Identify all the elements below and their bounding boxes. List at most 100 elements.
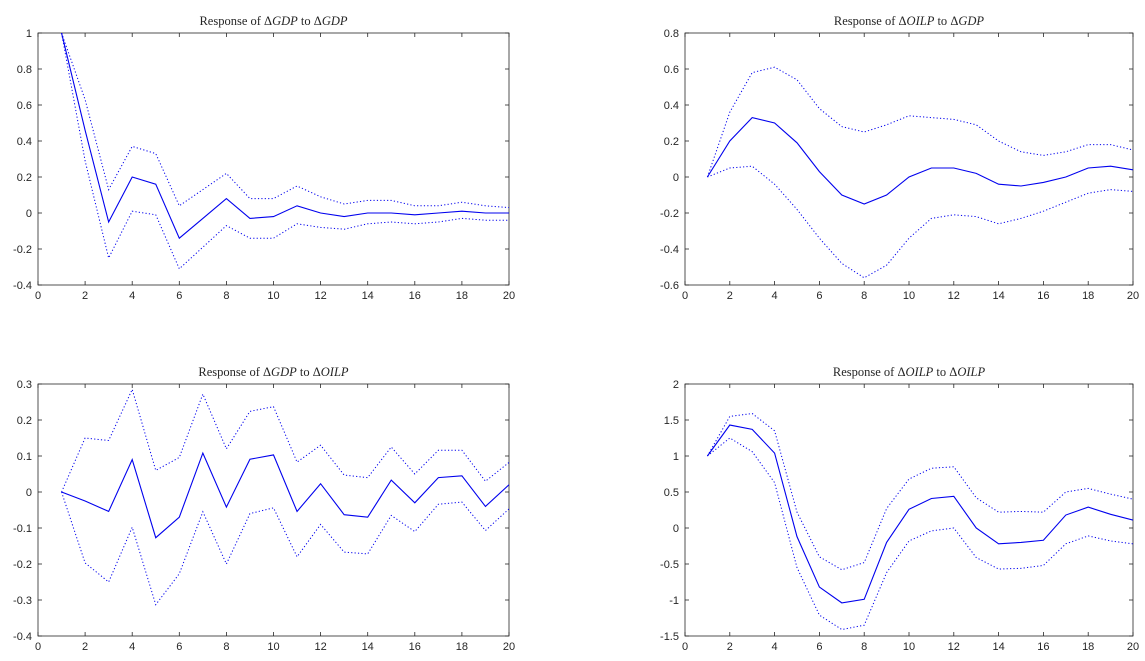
y-tick-label: 0.3	[17, 379, 32, 391]
series-line-confidence-band	[61, 33, 509, 209]
x-tick-label: 20	[503, 290, 515, 302]
y-tick-label: -0.1	[13, 523, 32, 535]
title-variable: GDP	[271, 365, 297, 379]
series-line-confidence-band	[706, 66, 1133, 178]
x-tick-label: 4	[772, 290, 778, 302]
y-tick-label: -0.2	[13, 559, 32, 571]
x-tick-label: 4	[772, 641, 778, 653]
y-tick-label: 2	[673, 379, 679, 391]
y-tick-label: 0.2	[664, 136, 679, 148]
y-tick-label: 0	[26, 487, 32, 499]
x-tick-label: 18	[456, 290, 468, 302]
x-tick-label: 2	[82, 290, 88, 302]
y-tick-label: -0.4	[660, 244, 679, 256]
chart-panel-4: 0 2 4 6 8 10 12 14 16 18 20 -1.5 -1 -0.5 0 0.5 1 1.5 2 Resp…	[660, 365, 1139, 653]
title-delta-symbol: Δ	[950, 14, 958, 28]
series-line-confidence-band	[707, 437, 1133, 631]
y-tick-label: 0.4	[17, 136, 32, 148]
series-line-confidence-band	[707, 165, 1133, 279]
x-tick-label: 0	[682, 641, 688, 653]
x-tick-label: 10	[903, 641, 915, 653]
title-variable: OILP	[957, 365, 985, 379]
panel-title: Response of ΔGDP to ΔGDP	[199, 14, 347, 28]
y-tick-label: 1	[673, 451, 679, 463]
x-tick-label: 12	[314, 290, 326, 302]
title-variable: GDP	[958, 14, 984, 28]
x-tick-label: 16	[409, 641, 421, 653]
title-variable: GDP	[322, 14, 348, 28]
x-tick-label: 14	[362, 641, 374, 653]
x-tick-label: 12	[314, 641, 326, 653]
title-variable: OILP	[906, 365, 934, 379]
x-tick-label: 6	[176, 641, 182, 653]
y-tick-label: 0.5	[664, 487, 679, 499]
panel-title: Response of ΔGDP to ΔOILP	[198, 365, 349, 379]
title-delta-symbol: Δ	[263, 365, 271, 379]
y-tick-label: 1	[26, 28, 32, 40]
title-delta-symbol: Δ	[899, 14, 907, 28]
y-tick-label: 0.6	[664, 64, 679, 76]
y-tick-label: -0.2	[660, 208, 679, 220]
chart-panel-3: 0 2 4 6 8 10 12 14 16 18 20 -0.4 -0.3 -0.2 -0.1 0 0.1 0.2…	[13, 365, 515, 653]
chart-panel-2: 0 2 4 6 8 10 12 14 16 18 20 -0.6 -0.4 -0.2 0 0.2 0.4 0.6 0…	[660, 14, 1139, 302]
title-text: to	[297, 365, 313, 379]
x-tick-label: 2	[727, 290, 733, 302]
x-tick-label: 10	[267, 290, 279, 302]
x-tick-label: 2	[82, 641, 88, 653]
x-tick-label: 0	[35, 290, 41, 302]
title-text: Response of	[199, 14, 264, 28]
x-tick-label: 14	[362, 290, 374, 302]
y-tick-label: 0.8	[17, 64, 32, 76]
x-tick-label: 6	[176, 290, 182, 302]
x-tick-label: 20	[1127, 290, 1139, 302]
x-tick-label: 16	[1037, 641, 1049, 653]
title-text: to	[933, 365, 949, 379]
y-tick-label: -0.2	[13, 244, 32, 256]
x-tick-label: 18	[1082, 641, 1094, 653]
x-tick-label: 6	[816, 641, 822, 653]
x-tick-label: 8	[861, 290, 867, 302]
title-delta-symbol: Δ	[313, 365, 321, 379]
x-tick-label: 2	[727, 641, 733, 653]
x-tick-label: 16	[409, 290, 421, 302]
x-tick-label: 10	[267, 641, 279, 653]
x-tick-label: 4	[129, 290, 135, 302]
x-tick-label: 10	[903, 290, 915, 302]
x-tick-label: 14	[992, 290, 1004, 302]
y-tick-label: 0	[673, 523, 679, 535]
title-text: to	[934, 14, 950, 28]
title-delta-symbol: Δ	[897, 365, 905, 379]
x-tick-label: 20	[1127, 641, 1139, 653]
x-tick-label: 4	[129, 641, 135, 653]
x-tick-label: 14	[992, 641, 1004, 653]
title-variable: OILP	[907, 14, 935, 28]
y-tick-label: -0.5	[660, 559, 679, 571]
x-tick-label: 18	[1082, 290, 1094, 302]
y-tick-label: -1	[669, 595, 679, 607]
title-text: Response of	[198, 365, 263, 379]
y-tick-label: 0	[673, 172, 679, 184]
title-variable: GDP	[272, 14, 298, 28]
title-variable: OILP	[321, 365, 349, 379]
chart-panel-1: 0 2 4 6 8 10 12 14 16 18 20 -0.4 -0.2 0 0.2 0.4 0.6 0.8 1 R…	[13, 14, 515, 302]
x-tick-label: 16	[1037, 290, 1049, 302]
x-tick-label: 18	[456, 641, 468, 653]
series-line-response	[706, 116, 1133, 205]
y-tick-label: 0.1	[17, 451, 32, 463]
title-delta-symbol: Δ	[314, 14, 322, 28]
y-tick-label: 1.5	[664, 415, 679, 427]
series-line-response	[706, 424, 1133, 604]
series-line-confidence-band	[706, 412, 1133, 571]
y-tick-label: -0.4	[13, 280, 32, 292]
y-tick-label: 0.6	[17, 100, 32, 112]
x-tick-label: 0	[682, 290, 688, 302]
y-tick-label: 0.2	[17, 415, 32, 427]
x-tick-label: 8	[223, 290, 229, 302]
x-tick-label: 20	[503, 641, 515, 653]
series-line-response	[61, 33, 509, 240]
series-line-response	[61, 451, 509, 539]
x-tick-label: 8	[861, 641, 867, 653]
title-text: Response of	[834, 14, 899, 28]
